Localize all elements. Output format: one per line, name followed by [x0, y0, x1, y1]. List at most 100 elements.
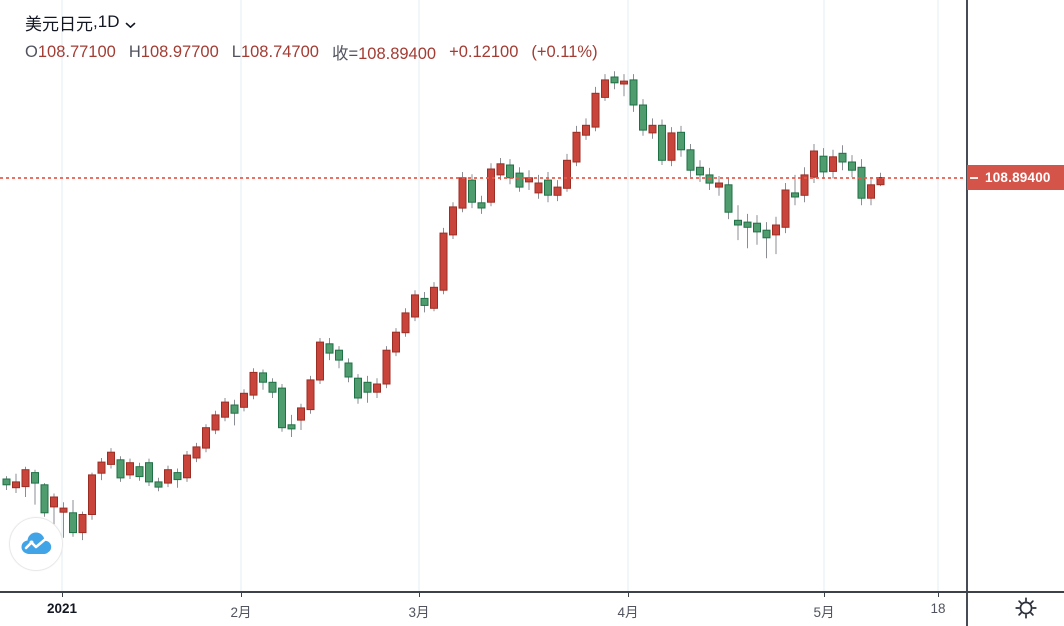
time-axis-border [0, 591, 1064, 593]
time-axis-label: 2021 [46, 601, 78, 616]
candle [268, 381, 277, 393]
interval-value[interactable]: 1D [97, 12, 120, 31]
symbol-title-row[interactable]: 美元日元, 1D [25, 10, 598, 34]
candle [563, 159, 571, 189]
candle [705, 174, 714, 184]
candle [363, 381, 372, 393]
candle [145, 462, 153, 483]
candle [534, 182, 543, 194]
candle [211, 414, 220, 431]
time-axis-tick [241, 593, 242, 597]
candle [50, 496, 58, 508]
candle [696, 166, 704, 176]
candle [287, 424, 296, 430]
candle [620, 80, 628, 85]
candle [2, 478, 11, 486]
candle [829, 156, 837, 172]
price-badge-tick [970, 177, 978, 179]
candle [373, 383, 381, 393]
last-price-dotted-line [0, 176, 967, 179]
candle [325, 343, 334, 354]
candle [306, 379, 315, 411]
cloud-chart-icon [21, 532, 52, 554]
candle [715, 182, 723, 188]
candle [762, 229, 771, 239]
candle [382, 349, 391, 385]
candle [477, 202, 486, 209]
candle [221, 401, 229, 418]
high-value: 108.97700 [140, 42, 219, 61]
high-label: H [128, 42, 141, 61]
time-axis-label: 4月 [617, 605, 639, 620]
candle [734, 219, 742, 226]
symbol-name[interactable]: 美元日元 [25, 14, 93, 34]
time-axis-label: 18 [930, 601, 946, 616]
candle [439, 232, 448, 291]
candle [629, 79, 638, 106]
candle [724, 184, 733, 213]
candle [449, 206, 457, 236]
open-label: O [25, 42, 38, 61]
candle [582, 124, 590, 136]
candle [202, 427, 210, 449]
candle [819, 155, 828, 173]
candlestick-chart [2, 0, 939, 591]
last-price-badge: 108.89400 [967, 165, 1064, 191]
candle [411, 294, 419, 318]
candle [496, 163, 505, 176]
candle [876, 177, 885, 186]
time-axis-tick [628, 593, 629, 597]
candle [677, 131, 685, 151]
candle [126, 462, 134, 476]
time-axis-label: 2月 [230, 605, 252, 620]
candle [772, 224, 780, 236]
candle [183, 454, 191, 479]
candle [430, 286, 438, 309]
chevron-down-icon[interactable] [125, 14, 136, 34]
candle [791, 192, 799, 198]
gear-icon [1015, 597, 1037, 619]
candle [31, 472, 39, 484]
time-axis-tick [62, 593, 63, 597]
close-label: 收= [331, 45, 359, 63]
price-axis[interactable] [967, 0, 1064, 592]
candle [59, 507, 68, 513]
candle [97, 461, 106, 474]
candle [743, 221, 752, 228]
candle [135, 466, 144, 478]
last-price-value: 108.89400 [985, 170, 1051, 186]
time-axis-tick [824, 593, 825, 597]
candle [21, 469, 30, 488]
low-value: 108.74700 [240, 42, 319, 61]
candle [154, 481, 163, 488]
candle [458, 177, 467, 209]
candle [420, 297, 429, 306]
time-axis-tick [419, 593, 420, 597]
candle [230, 404, 239, 414]
candle [601, 79, 609, 98]
candle [278, 387, 286, 429]
chart-pane[interactable] [0, 0, 967, 592]
candle [686, 149, 695, 171]
candle [12, 481, 20, 489]
close-value: 108.89400 [358, 45, 437, 63]
candle [69, 512, 77, 534]
candle [116, 459, 125, 479]
candle [297, 407, 305, 421]
open-value: 108.77100 [37, 42, 116, 61]
settings-button[interactable] [996, 593, 1056, 623]
candle [392, 331, 400, 353]
candle [544, 179, 552, 196]
time-axis-label: 3月 [408, 605, 430, 620]
candle [344, 362, 353, 378]
provider-logo[interactable] [9, 517, 63, 571]
time-axis-tick [938, 593, 939, 597]
candle [639, 104, 647, 131]
candle [857, 166, 866, 199]
candle [648, 124, 657, 134]
candle [259, 372, 267, 383]
time-axis[interactable]: 2021 2月 3月 4月 5月 18 [0, 593, 967, 626]
price-axis-border [966, 0, 968, 626]
candle [553, 186, 562, 196]
candle [249, 371, 258, 396]
